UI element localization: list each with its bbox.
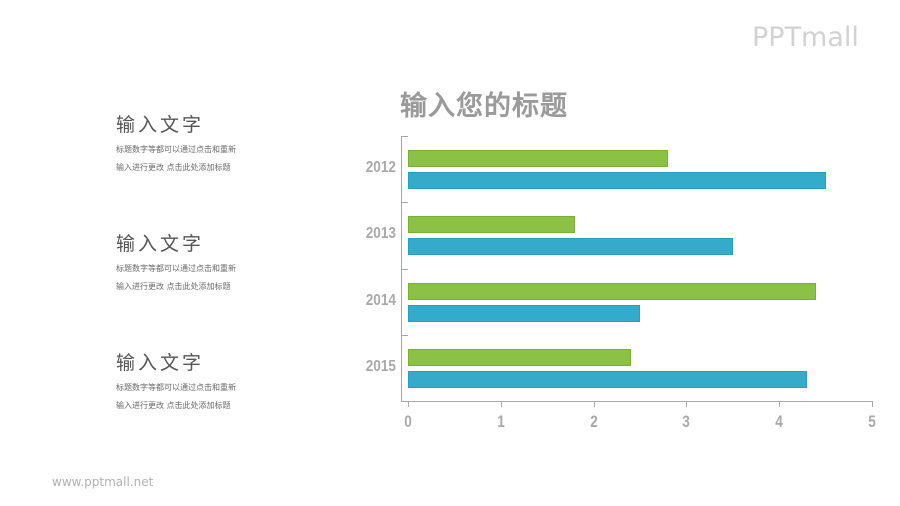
bar-2014-series-1 [408,282,817,300]
y-category-label: 2014 [365,291,396,309]
text-block-title: 输入文字 [116,233,205,255]
bar-2012-series-2 [408,172,826,189]
y-category-label: 2012 [365,159,396,177]
bar-2015-series-2 [408,370,808,388]
y-category-label: 2013 [365,225,396,243]
x-tick-label: 0 [404,412,412,431]
text-block-1: 输入文字 标题数字等都可以通过点击和重新 输入进行更改 点击此处添加标题 [116,113,316,177]
text-block-3: 输入文字 标题数字等都可以通过点击和重新 输入进行更改 点击此处添加标题 [116,351,316,415]
y-category-label: 2015 [365,357,396,375]
x-tick-label: 2 [589,412,598,431]
x-axis [401,401,873,402]
bar-2013-series-2 [408,238,733,256]
x-tick-label: 5 [868,412,876,431]
x-tick-label: 4 [775,412,783,431]
x-tick-label: 3 [682,412,691,431]
bar-2012-series-1 [408,150,668,167]
bar-2014-series-2 [408,304,640,322]
text-block-line: 输入进行更改 点击此处添加标题 [116,401,231,410]
text-block-line: 标题数字等都可以通过点击和重新 [116,264,236,273]
y-tick [401,268,408,270]
bar-2015-series-1 [408,348,631,366]
text-block-line: 输入进行更改 点击此处添加标题 [116,163,231,172]
x-tick [872,401,873,407]
x-tick [593,401,595,407]
y-tick [401,334,408,336]
text-block-2: 输入文字 标题数字等都可以通过点击和重新 输入进行更改 点击此处添加标题 [116,232,316,296]
text-block-line: 输入进行更改 点击此处添加标题 [116,282,231,291]
pptmall-logo: PPTmall [752,22,859,53]
text-block-line: 标题数字等都可以通过点击和重新 [116,383,236,392]
chart-title: 输入您的标题 [400,91,568,122]
text-block-title: 输入文字 [116,352,205,374]
bar-2013-series-1 [408,216,576,234]
y-tick [401,202,408,204]
text-block-line: 标题数字等都可以通过点击和重新 [116,145,236,154]
text-block-title: 输入文字 [116,114,205,136]
x-tick [408,401,409,407]
x-tick-label: 1 [497,412,505,431]
y-tick [401,136,408,137]
x-tick [500,401,502,407]
footer-url: www.pptmall.net [52,475,154,489]
x-tick [686,401,688,407]
y-tick [401,401,408,402]
x-tick [779,401,781,407]
